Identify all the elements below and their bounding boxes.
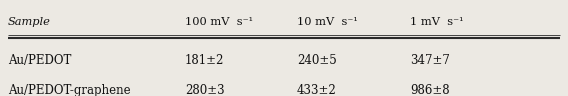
- Text: 433±2: 433±2: [297, 84, 337, 96]
- Text: 1 mV  s⁻¹: 1 mV s⁻¹: [410, 17, 463, 27]
- Text: Sample: Sample: [8, 17, 51, 27]
- Text: 240±5: 240±5: [297, 54, 337, 67]
- Text: 100 mV  s⁻¹: 100 mV s⁻¹: [185, 17, 253, 27]
- Text: 181±2: 181±2: [185, 54, 224, 67]
- Text: 280±3: 280±3: [185, 84, 224, 96]
- Text: 10 mV  s⁻¹: 10 mV s⁻¹: [297, 17, 358, 27]
- Text: Au/PEDOT: Au/PEDOT: [8, 54, 72, 67]
- Text: 347±7: 347±7: [410, 54, 450, 67]
- Text: 986±8: 986±8: [410, 84, 450, 96]
- Text: Au/PEDOT-graphene: Au/PEDOT-graphene: [8, 84, 131, 96]
